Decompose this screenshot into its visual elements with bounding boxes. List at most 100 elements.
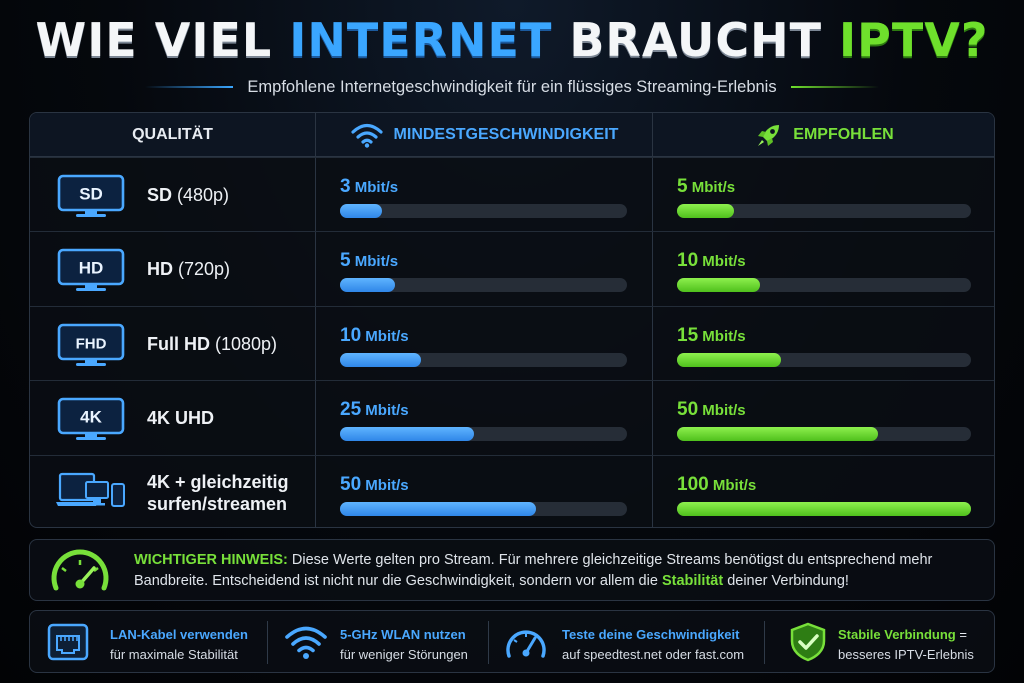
subtitle-row: Empfohlene Internetgeschwindigkeit für e… [0, 74, 1024, 100]
rec-speed-number: 15 [677, 324, 699, 346]
rec-speed-unit: Mbit/s [687, 179, 736, 196]
quality-name: 4K + gleichzeitig [147, 471, 289, 492]
min-speed-cell: 25 Mbit/s [315, 381, 652, 456]
quality-cell: FHD Full HD (1080p) [30, 307, 315, 381]
tip-speedtest: Teste deine Geschwindigkeit auf speedtes… [504, 611, 762, 674]
tip-lan: LAN-Kabel verwenden für maximale Stabili… [46, 611, 266, 674]
table-row: 4K 4K UHD 25 Mbit/s 50 Mbit/s [30, 380, 994, 456]
quality-name: 4K UHD [147, 408, 215, 429]
quality-label: 4K + gleichzeitig surfen/streamen [147, 456, 289, 527]
rec-speed-unit: Mbit/s [708, 476, 757, 494]
min-speed-bar-fill [340, 352, 421, 367]
table-row: 4K + gleichzeitig surfen/streamen 50 Mbit/… [30, 454, 994, 527]
rec-speed-value: 10 Mbit/s [677, 250, 746, 272]
tip-stable-title-text: Stabile Verbindung [838, 627, 956, 642]
min-speed-bar-fill [340, 278, 396, 293]
rec-speed-value: 50 Mbit/s [677, 399, 746, 421]
rec-speed-cell: 10 Mbit/s [652, 232, 994, 307]
min-speed-value: 25 Mbit/s [340, 399, 409, 421]
rec-speed-number: 10 [677, 250, 699, 272]
min-speed-bar [340, 204, 627, 218]
wifi-icon [285, 626, 327, 659]
rec-speed-bar-fill [677, 501, 971, 516]
quality-name: SD [147, 185, 173, 205]
notice-highlight: Stabilität [661, 573, 724, 589]
rec-speed-cell: 15 Mbit/s [652, 306, 994, 381]
min-speed-bar [340, 352, 627, 367]
tv-badge-text: 4K [80, 408, 102, 427]
table-row: FHD Full HD (1080p) 10 Mbit/s 15 Mbit/s [30, 305, 994, 381]
notice-text: WICHTIGER HINWEIS: Diese Werte gelten pr… [134, 550, 979, 592]
tip-stable-sub: besseres IPTV-Erlebnis [838, 647, 974, 662]
min-speed-bar [340, 427, 627, 442]
min-speed-number: 5 [340, 250, 351, 272]
min-speed-unit: Mbit/s [361, 327, 409, 345]
header-min-speed: MINDESTGESCHWINDIGKEIT [315, 113, 652, 157]
speedometer-icon [51, 549, 109, 591]
quality-name-line2: surfen/streamen [147, 493, 288, 514]
rec-speed-value: 15 Mbit/s [677, 325, 746, 347]
rec-speed-bar [677, 278, 971, 293]
tv-icon: HD [57, 249, 125, 292]
tv-badge-text: SD [79, 185, 103, 204]
rec-speed-number: 50 [677, 399, 699, 421]
rec-speed-bar [677, 427, 971, 442]
quality-label: 4K UHD [147, 381, 214, 455]
page-title: WIE VIEL INTERNET BRAUCHT IPTV? [0, 10, 1024, 70]
header-quality: QUALITÄT [30, 113, 315, 157]
title-part-1: WIE VIEL [35, 13, 290, 67]
min-speed-unit: Mbit/s [361, 476, 409, 494]
rec-speed-bar [677, 501, 971, 516]
quality-cell: 4K + gleichzeitig surfen/streamen [30, 456, 315, 527]
min-speed-number: 3 [340, 176, 351, 197]
title-part-3: BRAUCHT [552, 13, 840, 67]
min-speed-cell: 10 Mbit/s [315, 306, 652, 381]
min-speed-cell: 3 Mbit/s [315, 158, 652, 232]
rec-speed-bar-fill [677, 352, 781, 367]
tip-stable: Stabile Verbindung = besseres IPTV-Erleb… [786, 611, 986, 674]
quality-label: SD (480p) [147, 158, 229, 232]
rec-speed-cell: 50 Mbit/s [652, 381, 994, 456]
rec-speed-cell: 100 Mbit/s [652, 455, 994, 527]
quality-cell: HD HD (720p) [30, 232, 315, 306]
quality-name: HD [147, 259, 173, 280]
min-speed-number: 10 [340, 324, 362, 346]
subtitle-line-left [145, 86, 234, 88]
header-rec-label: EMPFOHLEN [793, 126, 894, 143]
min-speed-cell: 5 Mbit/s [315, 232, 652, 307]
table-header: QUALITÄT MINDESTGESCHWINDIGKEIT EMPFOHLE… [30, 113, 994, 157]
quality-name: Full HD [147, 333, 210, 354]
speed-table: QUALITÄT MINDESTGESCHWINDIGKEIT EMPFOHLE… [29, 112, 995, 528]
quality-label-text: HD (720p) [147, 258, 230, 280]
tip-stable-title-suffix: = [955, 627, 967, 642]
header-quality-label: QUALITÄT [132, 126, 213, 143]
rec-speed-bar [677, 352, 971, 367]
tip-separator [764, 621, 765, 664]
min-speed-value: 50 Mbit/s [340, 474, 409, 496]
notice-heading: WICHTIGER HINWEIS: [134, 552, 288, 568]
rec-speed-number: 100 [677, 473, 709, 495]
header-min-label: MINDESTGESCHWINDIGKEIT [393, 126, 619, 143]
rec-speed-bar-fill [677, 427, 878, 442]
wifi-icon [350, 123, 383, 148]
tip-wlan-title: 5-GHz WLAN nutzen [340, 627, 466, 642]
quality-resolution: (480p) [172, 185, 230, 205]
notice-text-2: deiner Verbindung! [723, 573, 849, 589]
min-speed-bar-fill [340, 501, 537, 516]
tv-badge-text: HD [79, 259, 104, 278]
rec-speed-bar-fill [677, 204, 734, 218]
rec-speed-value: 5 Mbit/s [677, 176, 735, 198]
shield-check-icon [790, 622, 826, 662]
rocket-icon [758, 125, 780, 146]
quality-cell: 4K 4K UHD [30, 381, 315, 455]
tip-speedtest-title: Teste deine Geschwindigkeit [562, 627, 740, 642]
min-speed-value: 5 Mbit/s [340, 250, 398, 272]
important-notice: WICHTIGER HINWEIS: Diese Werte gelten pr… [29, 539, 995, 601]
min-speed-unit: Mbit/s [350, 253, 399, 271]
tip-separator [488, 621, 489, 664]
quality-label-text: SD (480p) [147, 184, 229, 206]
min-speed-value: 3 Mbit/s [340, 176, 398, 198]
rec-speed-bar-fill [677, 278, 760, 293]
quality-resolution: (1080p) [210, 333, 278, 354]
title-part-4: IPTV? [839, 13, 989, 67]
